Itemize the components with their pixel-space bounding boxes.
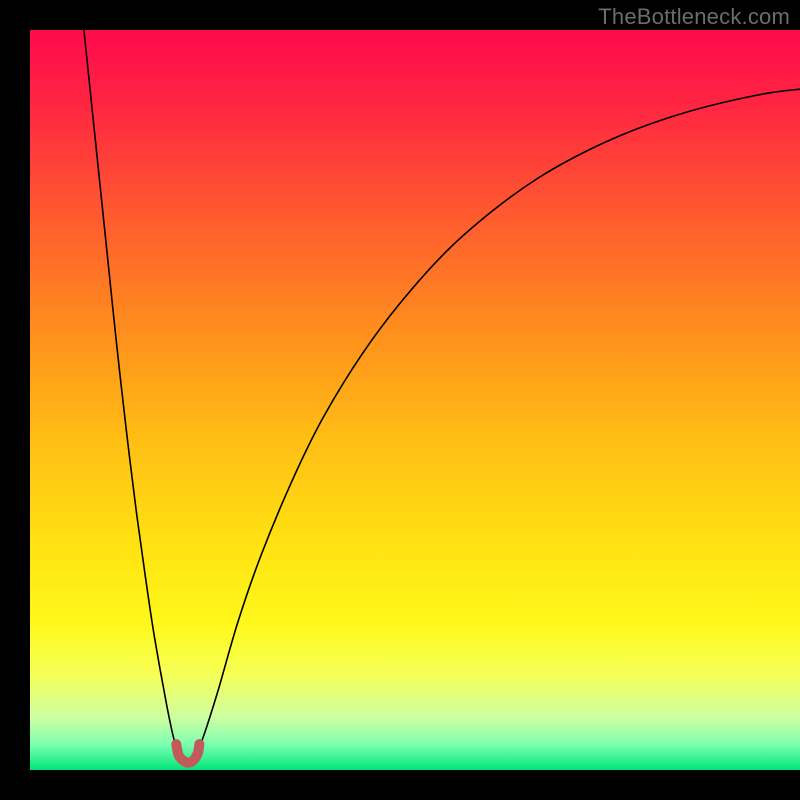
watermark-text: TheBottleneck.com	[598, 4, 790, 30]
bottleneck-chart	[0, 0, 800, 800]
chart-container: TheBottleneck.com	[0, 0, 800, 800]
plot-background-gradient	[30, 30, 800, 770]
